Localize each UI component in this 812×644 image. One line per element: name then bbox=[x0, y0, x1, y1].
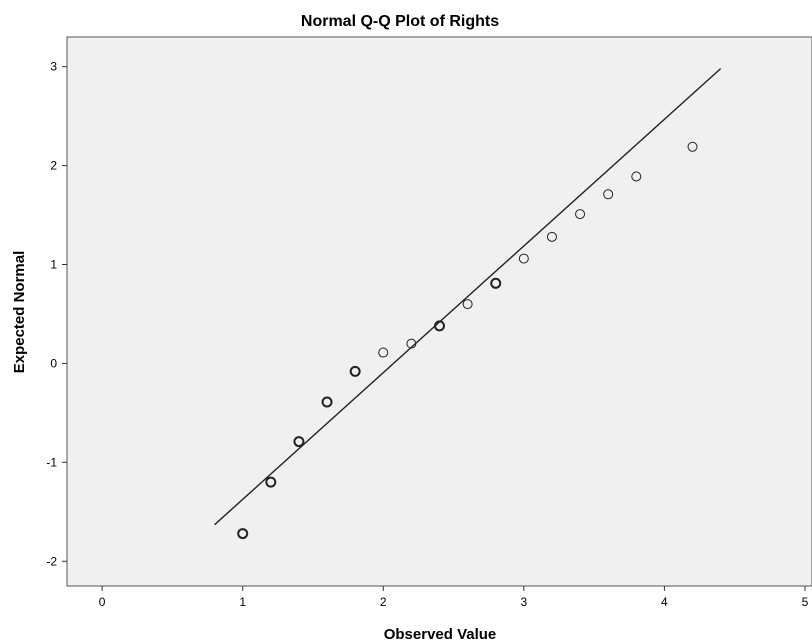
y-tick-label-0: -2 bbox=[46, 554, 57, 568]
x-axis: 0 1 2 3 4 5 bbox=[99, 586, 809, 609]
x-tick-label-0: 0 bbox=[99, 595, 106, 609]
data-point-7 bbox=[434, 320, 445, 332]
chart-title: Normal Q-Q Plot of Rights bbox=[301, 13, 499, 30]
y-tick-label-1: -1 bbox=[46, 455, 57, 469]
y-axis: -2 -1 0 1 2 3 bbox=[46, 60, 67, 568]
reference-line bbox=[214, 68, 722, 526]
y-tick-label-3: 1 bbox=[50, 258, 57, 272]
x-tick-label-5: 5 bbox=[802, 595, 809, 609]
data-point-10 bbox=[518, 253, 529, 264]
x-tick-label-4: 4 bbox=[661, 595, 668, 609]
data-point-11 bbox=[546, 231, 557, 242]
data-point-2 bbox=[293, 436, 305, 448]
x-tick-label-3: 3 bbox=[520, 595, 527, 609]
plot-area bbox=[66, 36, 812, 587]
y-tick-label-2: 0 bbox=[50, 356, 57, 370]
x-tick-label-2: 2 bbox=[380, 595, 387, 609]
x-tick-label-1: 1 bbox=[239, 595, 246, 609]
y-axis-title: Expected Normal bbox=[11, 251, 28, 374]
x-axis-title: Observed Value bbox=[384, 626, 497, 643]
data-point-1 bbox=[265, 476, 277, 488]
y-tick-label-5: 3 bbox=[50, 60, 57, 74]
data-point-5 bbox=[378, 347, 389, 358]
data-point-13 bbox=[603, 189, 614, 200]
data-point-9 bbox=[490, 277, 502, 289]
data-point-15 bbox=[687, 141, 698, 152]
data-point-0 bbox=[237, 528, 249, 540]
data-point-12 bbox=[575, 209, 586, 220]
data-point-3 bbox=[321, 396, 333, 408]
data-point-4 bbox=[349, 365, 361, 377]
data-points bbox=[237, 141, 698, 540]
reference-line-group bbox=[214, 68, 722, 526]
y-tick-label-4: 2 bbox=[50, 159, 57, 173]
data-point-6 bbox=[406, 338, 417, 349]
data-point-14 bbox=[631, 171, 642, 182]
data-point-8 bbox=[462, 299, 473, 310]
